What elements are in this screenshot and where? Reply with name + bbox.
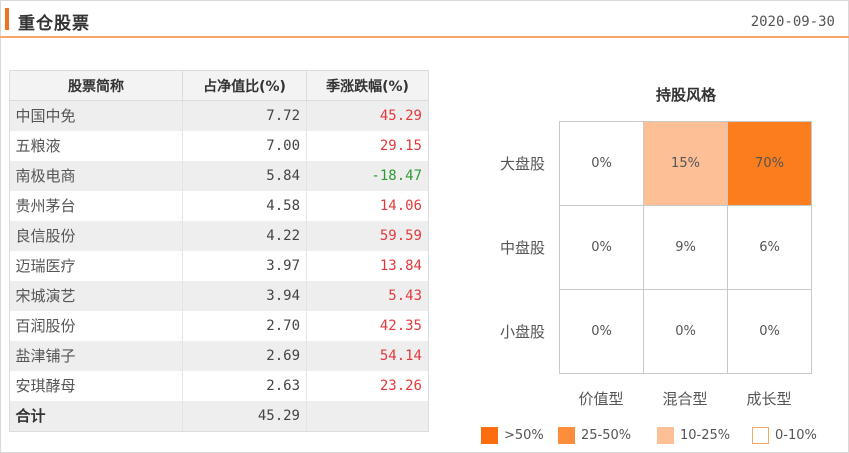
quarter-change: 23.26	[306, 370, 429, 401]
legend-item: 25-50%	[558, 425, 631, 445]
stock-name[interactable]: 迈瑞医疗	[9, 250, 183, 281]
net-value-ratio: 4.58	[182, 190, 307, 221]
legend-label: 25-50%	[581, 427, 632, 443]
style-cell: 0%	[644, 290, 728, 374]
style-col-label: 价值型	[578, 390, 624, 408]
net-value-ratio: 3.97	[182, 250, 307, 281]
table-row: 贵州茅台 4.58 14.06	[9, 190, 429, 221]
stock-name[interactable]: 贵州茅台	[9, 190, 183, 221]
report-date: 2020-09-30	[750, 14, 835, 30]
column-header-ratio: 占净值比(%)	[182, 70, 307, 101]
legend-swatch	[657, 426, 674, 444]
quarter-change: 29.15	[306, 130, 429, 161]
legend-item: >50%	[481, 425, 544, 445]
style-cell: 6%	[728, 206, 812, 290]
table-row: 迈瑞医疗 3.97 13.84	[9, 250, 429, 281]
panel-header: 重仓股票 2020-09-30	[0, 0, 849, 38]
quarter-change: 54.14	[306, 340, 429, 371]
quarter-change: -18.47	[306, 160, 429, 191]
style-cell: 0%	[560, 122, 644, 206]
style-cell: 15%	[644, 122, 728, 206]
stock-name[interactable]: 盐津铺子	[9, 340, 183, 371]
panel-title: 重仓股票	[18, 14, 90, 34]
column-header-name: 股票简称	[9, 70, 183, 101]
total-label: 合计	[9, 400, 183, 431]
quarter-change: 59.59	[306, 220, 429, 251]
legend-item: 10-25%	[657, 425, 730, 445]
table-row: 百润股份 2.70 42.35	[9, 310, 429, 341]
style-cell: 0%	[560, 206, 644, 290]
style-cell: 0%	[728, 290, 812, 374]
quarter-change: 45.29	[306, 100, 429, 131]
style-row-label: 小盘股	[499, 323, 545, 341]
quarter-change: 13.84	[306, 250, 429, 281]
quarter-change: 42.35	[306, 310, 429, 341]
net-value-ratio: 4.22	[182, 220, 307, 251]
total-change	[306, 400, 429, 431]
style-cell: 70%	[728, 122, 812, 206]
legend-swatch	[558, 426, 575, 444]
quarter-change: 14.06	[306, 190, 429, 221]
style-box-grid: 0% 15% 70% 0% 9% 6% 0% 0% 0%	[559, 121, 812, 374]
table-row: 安琪酵母 2.63 23.26	[9, 370, 429, 401]
net-value-ratio: 5.84	[182, 160, 307, 191]
table-total-row: 合计 45.29	[9, 400, 429, 431]
table-row: 良信股份 4.22 59.59	[9, 220, 429, 251]
table-row: 南极电商 5.84 -18.47	[9, 160, 429, 191]
legend-label: >50%	[504, 427, 544, 443]
stock-name[interactable]: 安琪酵母	[9, 370, 183, 401]
legend-swatch	[752, 426, 769, 444]
table-row: 宋城演艺 3.94 5.43	[9, 280, 429, 311]
legend-item: 0-10%	[752, 425, 817, 445]
net-value-ratio: 2.70	[182, 310, 307, 341]
table-row: 五粮液 7.00 29.15	[9, 130, 429, 161]
style-row-label: 大盘股	[499, 155, 545, 173]
legend-label: 0-10%	[775, 427, 817, 443]
holdings-table: 股票简称 占净值比(%) 季涨跌幅(%) 中国中免 7.72 45.29 五粮液 7.0…	[9, 70, 429, 431]
style-cell: 9%	[644, 206, 728, 290]
style-row-label: 中盘股	[499, 239, 545, 257]
net-value-ratio: 3.94	[182, 280, 307, 311]
style-box-title: 持股风格	[655, 86, 716, 104]
table-header-row: 股票简称 占净值比(%) 季涨跌幅(%)	[9, 70, 429, 101]
quarter-change: 5.43	[306, 280, 429, 311]
title-accent-bar	[5, 8, 9, 30]
stock-name[interactable]: 五粮液	[9, 130, 183, 161]
table-row: 盐津铺子 2.69 54.14	[9, 340, 429, 371]
total-ratio: 45.29	[182, 400, 307, 431]
net-value-ratio: 7.72	[182, 100, 307, 131]
net-value-ratio: 7.00	[182, 130, 307, 161]
stock-name[interactable]: 百润股份	[9, 310, 183, 341]
style-cell: 0%	[560, 290, 644, 374]
stock-name[interactable]: 南极电商	[9, 160, 183, 191]
table-row: 中国中免 7.72 45.29	[9, 100, 429, 131]
stock-name[interactable]: 中国中免	[9, 100, 183, 131]
net-value-ratio: 2.63	[182, 370, 307, 401]
legend-swatch	[481, 426, 498, 444]
stock-name[interactable]: 宋城演艺	[9, 280, 183, 311]
legend-label: 10-25%	[680, 427, 731, 443]
style-col-label: 成长型	[746, 390, 792, 408]
column-header-change: 季涨跌幅(%)	[306, 70, 429, 101]
stock-name[interactable]: 良信股份	[9, 220, 183, 251]
net-value-ratio: 2.69	[182, 340, 307, 371]
style-col-label: 混合型	[662, 390, 708, 408]
